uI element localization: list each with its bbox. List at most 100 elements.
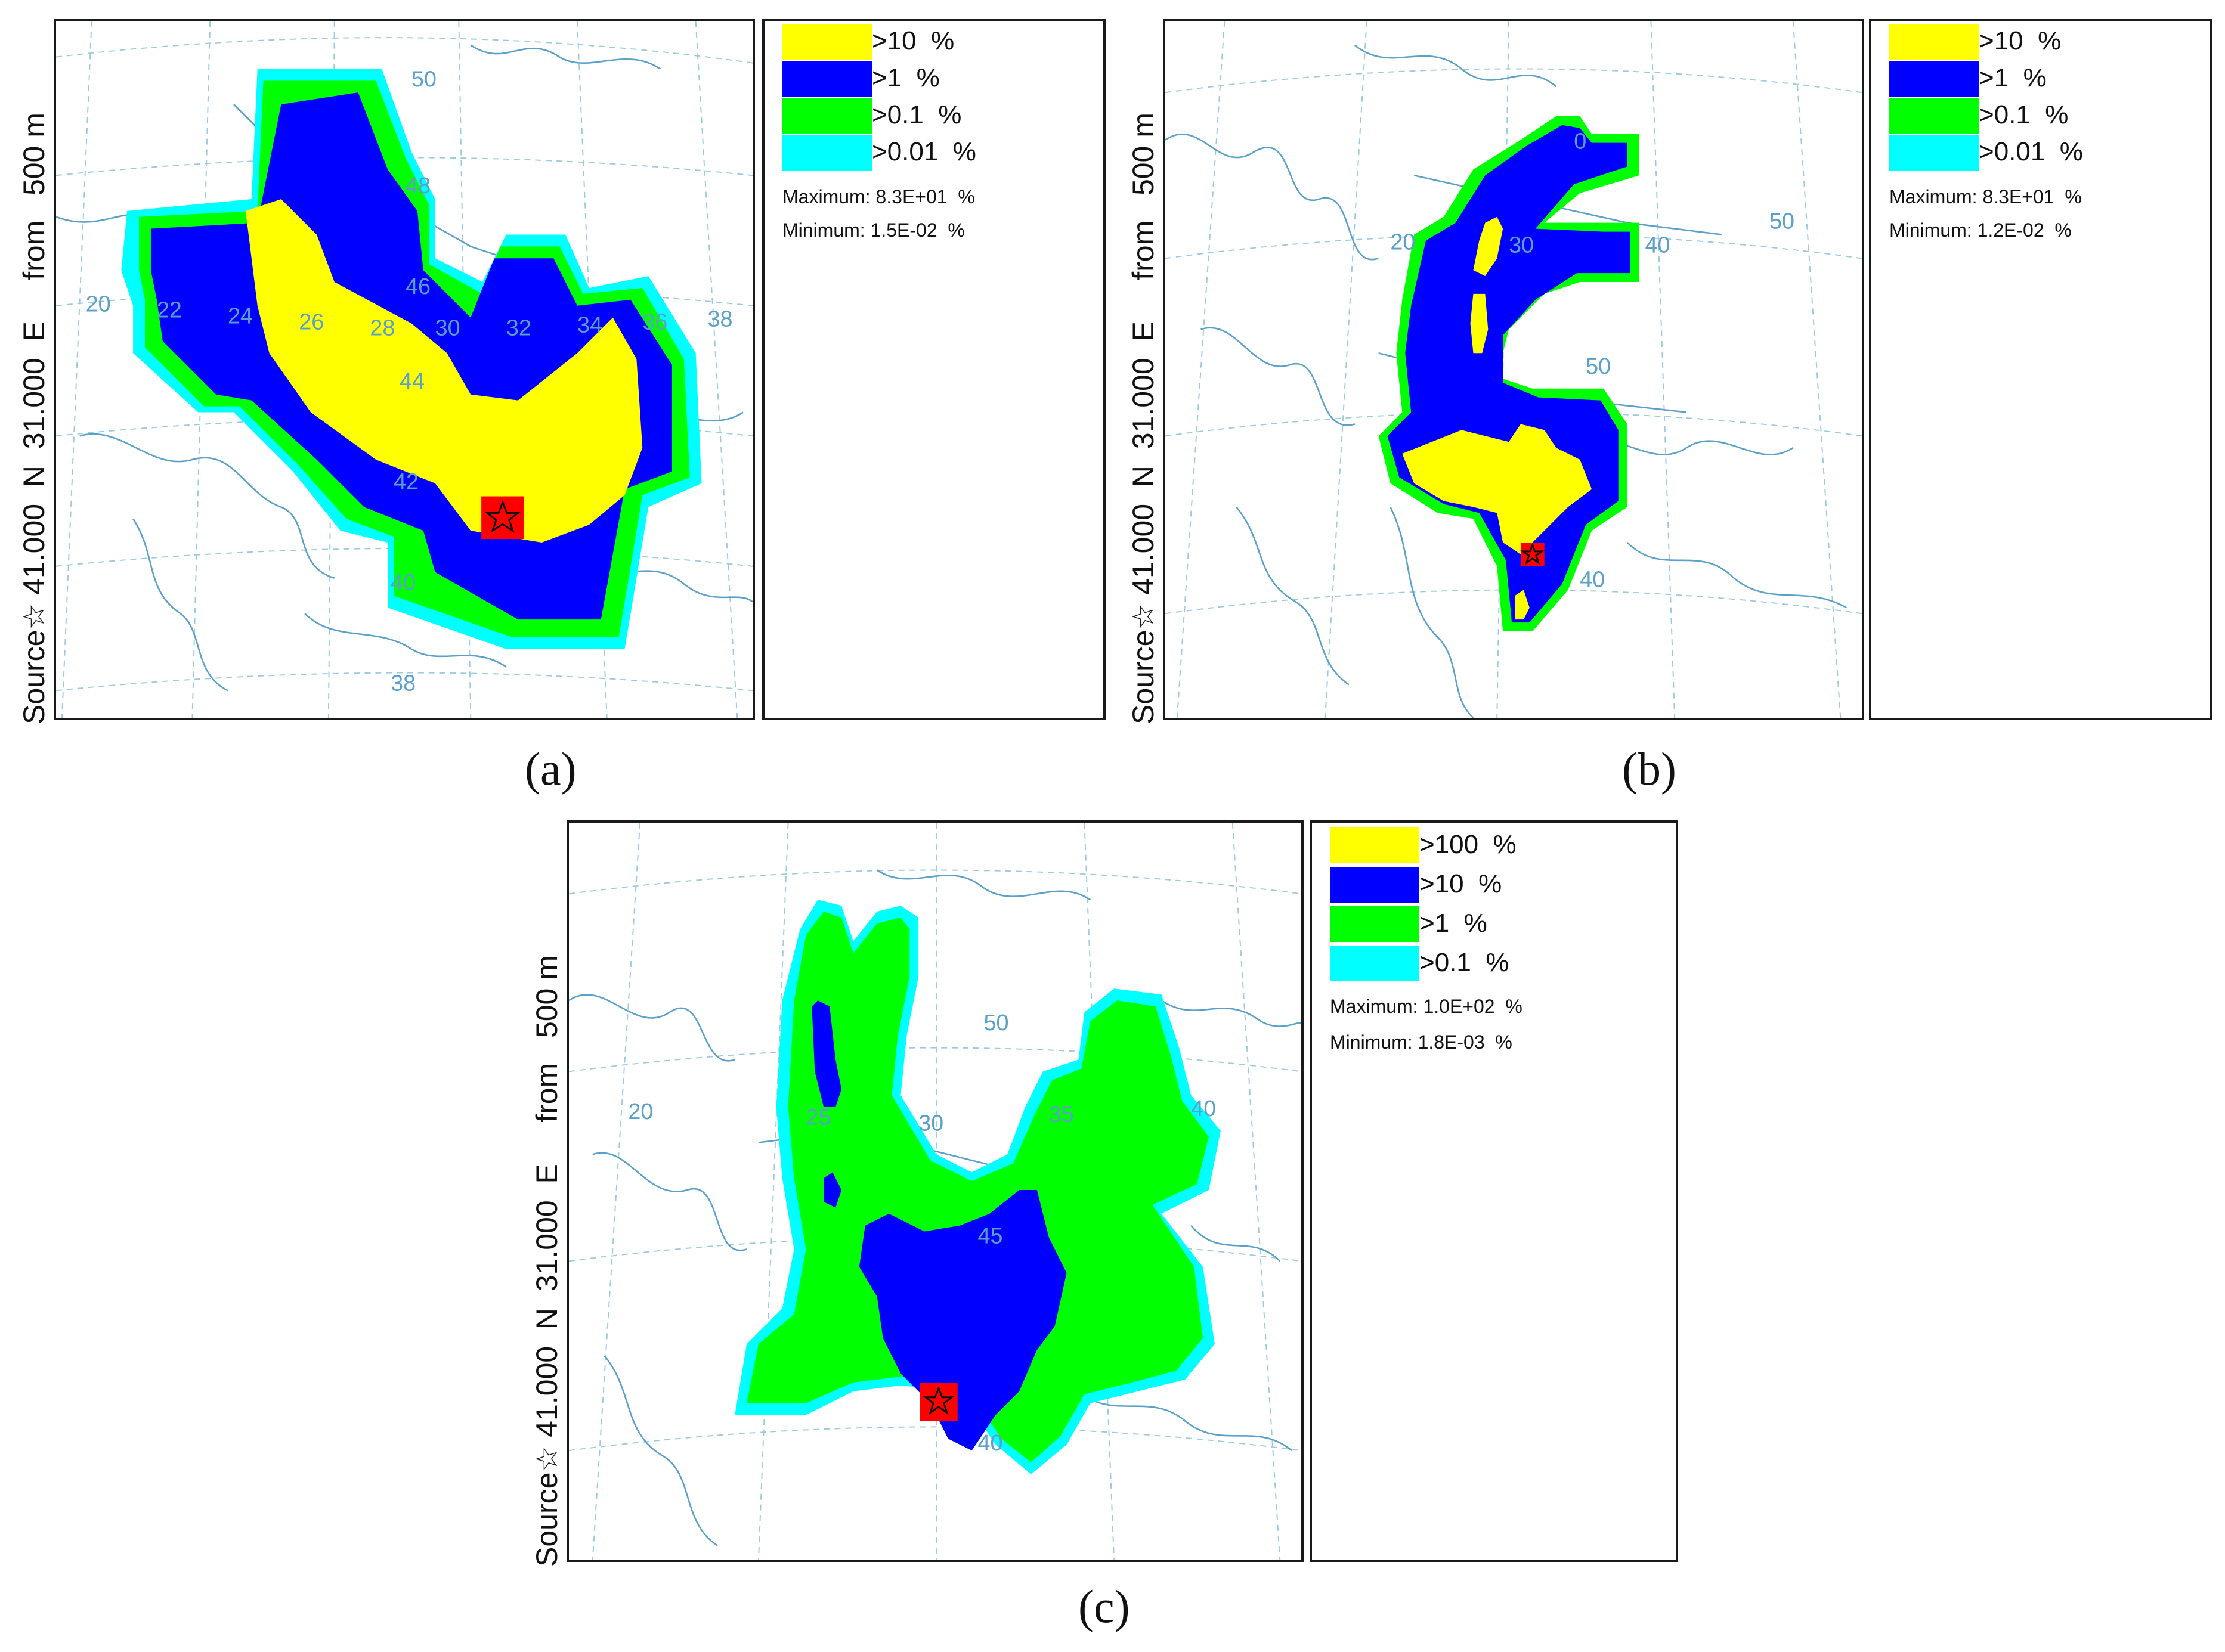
star-icon: [1520, 542, 1545, 565]
legend-b: >10 % >1 % >0.1 % >0.01 % Maximum: 8.3E+…: [1869, 19, 2212, 720]
legend-swatch: [1330, 906, 1419, 942]
grid-label: 38: [708, 306, 733, 331]
legend-label: >100 %: [1419, 830, 1517, 859]
grid-label: 44: [400, 368, 425, 393]
legend-swatch: [782, 61, 872, 97]
graticule-line: [1325, 21, 1367, 718]
contour-green: [747, 912, 1209, 1463]
star-icon: [484, 500, 521, 533]
graticule-line: [569, 869, 1301, 895]
contour-blue: [824, 1172, 842, 1208]
legend-label: >0.01 %: [1979, 137, 2083, 166]
grid-label: 36: [642, 309, 667, 334]
legend-swatch: [782, 24, 872, 60]
grid-label: 24: [228, 303, 253, 328]
legend-item: >10 %: [1889, 24, 2152, 60]
graticule-line: [1176, 21, 1226, 718]
coastline: [1236, 506, 1350, 686]
grid-label: 50: [983, 1010, 1008, 1035]
legend-label: >0.1 %: [1419, 948, 1509, 977]
legend-maximum: Maximum: 1.0E+02 %: [1330, 996, 1522, 1017]
legend-label: >0.01 %: [872, 137, 976, 166]
coastline: [1626, 542, 1847, 609]
legend-item: >1 %: [1889, 61, 2152, 97]
legend-swatch: [1330, 867, 1419, 903]
legend-swatch: [1889, 135, 1979, 171]
legend-swatch: [782, 135, 872, 171]
graticule-line: [569, 1047, 1301, 1073]
legend-item: >0.01 %: [782, 135, 1045, 171]
legend-minimum: Minimum: 1.5E-02 %: [782, 219, 965, 241]
graticule-line: [592, 823, 641, 1560]
graticule-line: [61, 21, 92, 718]
legend-swatch: [1889, 61, 1979, 97]
grid-label: 28: [370, 315, 395, 340]
graticule-line: [1792, 21, 1842, 718]
legend-label: >1 %: [1419, 909, 1487, 938]
graticule-line: [56, 37, 753, 64]
contour-yellow: [245, 199, 643, 543]
coastline: [79, 433, 335, 579]
legend-c: >100 % >10 % >1 % >0.1 % Maximum: 1.0E+0…: [1310, 820, 1678, 1562]
contour-yellow: [1402, 424, 1592, 554]
grid-label: 20: [628, 1099, 653, 1124]
side-title-a: Source☆ 41.000 N 31.000 E from 500 m: [17, 113, 51, 724]
panel-label-c: (c): [1078, 1580, 1130, 1632]
map-a: 50 48 46 44 42 40 38 20 22 24 26 28 30 3…: [54, 19, 755, 720]
grid-label: 30: [918, 1111, 943, 1136]
coastline: [569, 994, 735, 1062]
grid-label: 48: [406, 173, 431, 198]
grid-label: 40: [1580, 567, 1605, 592]
grid-label: 20: [1390, 229, 1415, 254]
legend-label: >0.1 %: [1979, 100, 2069, 129]
map-c: 50 20 25 30 35 40 45 40: [567, 820, 1304, 1562]
legend-item: >10 %: [1330, 867, 1592, 903]
grid-label: 38: [391, 670, 416, 695]
grid-label: 45: [978, 1223, 1003, 1248]
map-b: 0 20 30 40 50 50 40: [1163, 19, 1864, 720]
graticule-line: [1084, 823, 1115, 1560]
legend-label: >1 %: [1979, 63, 2047, 92]
legend-swatch: [1330, 946, 1419, 981]
graticule-line: [327, 21, 335, 718]
contour-yellow: [1514, 590, 1530, 620]
legend-item: >0.01 %: [1889, 135, 2152, 171]
legend-label: >1 %: [872, 63, 940, 92]
legend-maximum: Maximum: 8.3E+01 %: [782, 186, 975, 207]
coastline: [1190, 1225, 1281, 1262]
panel-label-b: (b): [1622, 743, 1676, 795]
grid-label: 40: [1645, 232, 1670, 257]
grid-label: 40: [1191, 1096, 1216, 1121]
legend-item: >0.1 %: [782, 98, 1045, 134]
contour-blue: [812, 1000, 842, 1107]
coastline: [304, 613, 507, 668]
grid-label: 35: [1049, 1102, 1074, 1127]
legend-item: >0.1 %: [1889, 98, 2152, 134]
coastline: [132, 518, 228, 692]
legend-item: >10 %: [782, 24, 1045, 60]
legend-minimum: Minimum: 1.8E-03 %: [1330, 1031, 1512, 1053]
grid-label: 40: [978, 1430, 1003, 1455]
grid-label: 40: [391, 569, 416, 594]
graticule-line: [695, 21, 738, 718]
coastline: [604, 1355, 718, 1546]
legend-label: >10 %: [872, 26, 955, 55]
grid-label: 20: [86, 292, 111, 317]
graticule-line: [1650, 21, 1676, 718]
legend-item: >1 %: [1330, 906, 1592, 942]
grid-label: 34: [577, 312, 602, 337]
coastline: [1078, 1390, 1292, 1452]
legend-swatch: [1889, 98, 1979, 134]
grid-label: 50: [411, 66, 437, 91]
legend-minimum: Minimum: 1.2E-02 %: [1889, 219, 2072, 241]
legend-swatch: [1330, 827, 1419, 863]
side-title-b: Source☆ 41.000 N 31.000 E from 500 m: [1127, 113, 1160, 724]
star-icon: [923, 1386, 955, 1415]
grid-label: 50: [1586, 354, 1611, 379]
graticule-line: [569, 1426, 1301, 1452]
graticule-line: [1496, 21, 1510, 718]
coastline: [1390, 506, 1474, 718]
grid-label: 46: [406, 274, 431, 299]
coastline: [1165, 133, 1379, 261]
legend-item: >100 %: [1330, 827, 1592, 863]
